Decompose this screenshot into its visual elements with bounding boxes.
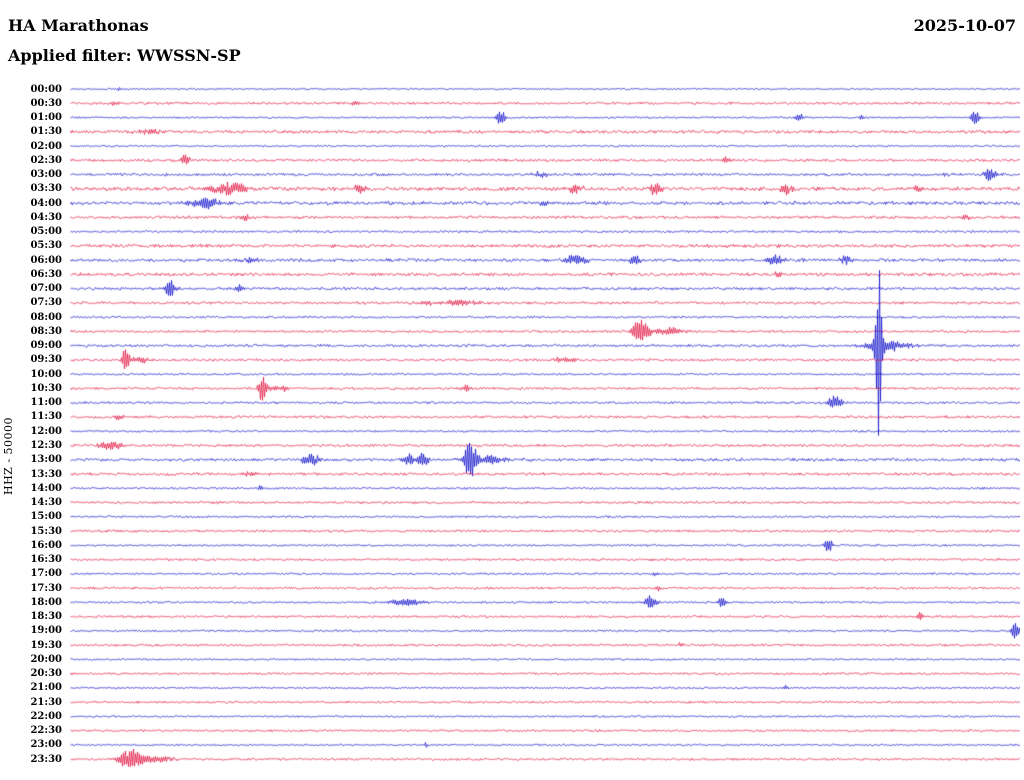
time-label: 21:30 [30, 696, 62, 708]
time-label: 12:00 [30, 425, 62, 437]
time-label: 23:30 [30, 753, 62, 765]
time-label: 19:00 [30, 625, 62, 637]
time-label: 11:30 [30, 411, 62, 423]
time-label: 09:30 [30, 354, 62, 366]
time-label: 23:00 [30, 739, 62, 751]
station-title: HA Marathonas [8, 16, 149, 35]
time-label: 13:00 [30, 454, 62, 466]
time-label: 11:00 [30, 397, 62, 409]
date-label: 2025-10-07 [913, 16, 1016, 35]
time-label: 02:30 [30, 154, 62, 166]
time-label: 22:00 [30, 710, 62, 722]
time-label: 14:30 [30, 497, 62, 509]
time-label: 03:00 [30, 169, 62, 181]
time-label: 06:30 [30, 268, 62, 280]
time-label: 20:30 [30, 668, 62, 680]
time-label: 01:00 [30, 112, 62, 124]
time-label: 18:00 [30, 596, 62, 608]
time-label: 00:30 [30, 97, 62, 109]
time-label: 12:30 [30, 440, 62, 451]
time-label: 15:00 [30, 511, 62, 523]
time-label: 14:00 [30, 482, 62, 494]
time-label: 06:00 [30, 254, 62, 266]
time-label: 17:30 [30, 582, 62, 594]
time-label: 19:30 [30, 639, 62, 651]
helicorder-traces-canvas [70, 80, 1020, 780]
time-label: 16:00 [30, 539, 62, 551]
time-label: 15:30 [30, 525, 62, 537]
time-labels-column: 00:00 00:30 01:00 01:30 02:00 02:30 03:00 03:30… [0, 0, 64, 780]
time-label: 08:30 [30, 325, 62, 337]
time-label: 07:30 [30, 297, 62, 309]
time-label: 04:30 [30, 211, 62, 223]
time-label: 08:00 [30, 311, 62, 323]
time-label: 17:00 [30, 568, 62, 580]
time-label: 03:30 [30, 183, 62, 195]
time-label: 01:30 [30, 126, 62, 138]
time-label: 13:30 [30, 468, 62, 480]
time-label: 00:00 [30, 83, 62, 95]
time-label: 05:00 [30, 226, 62, 238]
time-label: 05:30 [30, 240, 62, 252]
time-label: 10:30 [30, 382, 62, 394]
time-label: 07:00 [30, 283, 62, 295]
time-label: 09:00 [30, 340, 62, 352]
filter-label: Applied filter: WWSSN-SP [8, 46, 241, 65]
time-label: 10:00 [30, 368, 62, 380]
time-label: 04:00 [30, 197, 62, 209]
time-label: 16:30 [30, 554, 62, 566]
time-label: 02:00 [30, 140, 62, 152]
time-label: 21:00 [30, 682, 62, 694]
time-label: 22:30 [30, 725, 62, 737]
time-label: 20:00 [30, 653, 62, 665]
time-label: 18:30 [30, 611, 62, 623]
